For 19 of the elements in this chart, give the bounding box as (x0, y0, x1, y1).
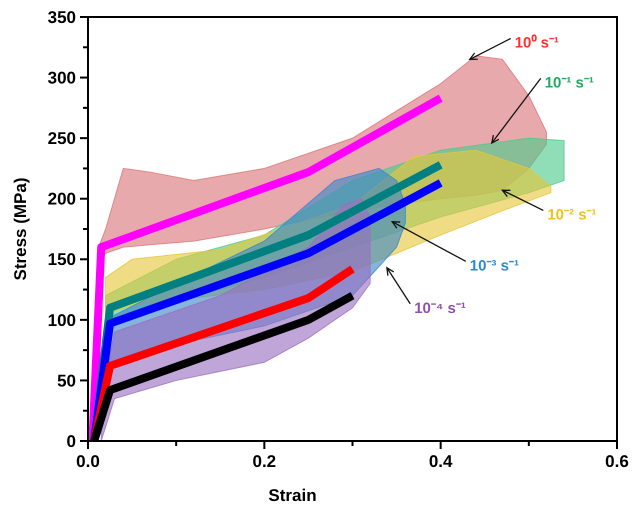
series-label: 10⁰ s⁻¹ (514, 34, 559, 52)
text: 10⁻³ s⁻¹ (470, 258, 519, 275)
y-tick-label: 0 (66, 432, 76, 451)
x-tick-label: 0.6 (605, 452, 629, 471)
x-tick-label: 0.2 (252, 452, 276, 471)
text: 10⁻⁴ s⁻¹ (414, 300, 466, 317)
x-tick-label: 0.4 (428, 452, 454, 471)
y-tick-label: 100 (48, 310, 76, 330)
y-tick-label: 350 (48, 8, 76, 27)
y-tick-label: 300 (48, 68, 76, 88)
y-tick-label: 150 (48, 250, 76, 270)
x-axis-title: Strain (268, 486, 317, 505)
y-tick-label: 200 (48, 190, 76, 209)
text: 10⁻¹ s⁻¹ (544, 74, 594, 92)
x-tick-label: 0.0 (76, 452, 100, 471)
y-tick-label: 50 (57, 371, 76, 390)
y-tick-label: 250 (48, 129, 76, 148)
y-axis-title: Stress (MPa) (11, 178, 30, 280)
series-label: 10⁻² s⁻¹ (547, 206, 597, 224)
